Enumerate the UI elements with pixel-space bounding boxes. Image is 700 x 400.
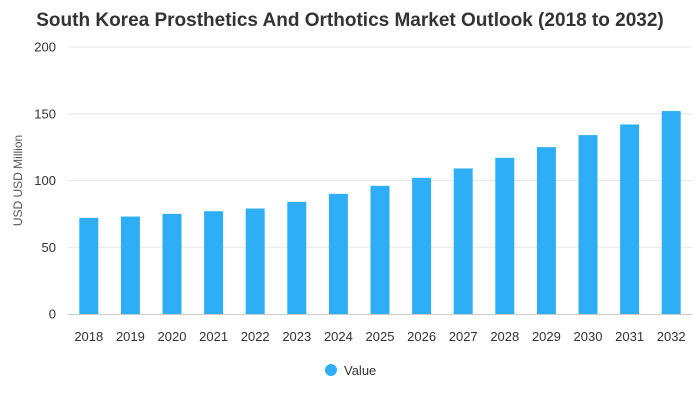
bar-2021[interactable] <box>204 211 224 314</box>
x-tick-label: 2027 <box>449 329 478 344</box>
bar-2031[interactable] <box>620 124 640 315</box>
chart-title: South Korea Prosthetics And Orthotics Ma… <box>36 10 664 31</box>
x-tick-label: 2018 <box>74 329 103 344</box>
x-tick-label: 2029 <box>532 329 561 344</box>
bar-2030[interactable] <box>578 135 598 314</box>
bar-2027[interactable] <box>453 168 473 314</box>
y-tick-label: 0 <box>49 307 56 322</box>
x-tick-label: 2020 <box>158 329 187 344</box>
bar-2018[interactable] <box>79 217 99 314</box>
y-tick-label: 100 <box>34 173 56 188</box>
y-axis-title: USD USD Million <box>11 135 25 226</box>
x-tick-label: 2026 <box>407 329 436 344</box>
x-axis-ticks: 2018 2019 2020 2021 2022 2023 2024 2025 2026 2027… <box>74 329 685 344</box>
y-tick-label: 50 <box>42 240 56 255</box>
x-tick-label: 2032 <box>657 329 686 344</box>
x-tick-label: 2019 <box>116 329 145 344</box>
bars-layer <box>79 111 681 315</box>
legend-marker <box>325 364 337 376</box>
x-tick-label: 2023 <box>282 329 311 344</box>
bar-2025[interactable] <box>370 185 390 314</box>
y-tick-label: 150 <box>34 106 56 121</box>
bar-2019[interactable] <box>120 216 140 314</box>
y-tick-label: 200 <box>34 40 56 55</box>
bar-2020[interactable] <box>162 213 182 314</box>
x-tick-label: 2024 <box>324 329 353 344</box>
bar-2023[interactable] <box>287 201 307 314</box>
bar-2022[interactable] <box>245 208 265 314</box>
x-tick-label: 2022 <box>241 329 270 344</box>
y-axis-ticks: 0 50 100 150 200 <box>34 40 56 322</box>
bar-2029[interactable] <box>536 147 556 314</box>
bar-2028[interactable] <box>495 157 515 314</box>
legend-label: Value <box>344 363 376 378</box>
x-tick-label: 2030 <box>574 329 603 344</box>
bar-2026[interactable] <box>412 177 432 314</box>
x-tick-label: 2025 <box>366 329 395 344</box>
x-tick-label: 2028 <box>490 329 519 344</box>
bar-2032[interactable] <box>661 111 681 314</box>
x-tick-label: 2031 <box>615 329 644 344</box>
bar-2024[interactable] <box>328 193 348 314</box>
legend[interactable]: Value <box>325 363 376 378</box>
x-tick-label: 2021 <box>199 329 228 344</box>
